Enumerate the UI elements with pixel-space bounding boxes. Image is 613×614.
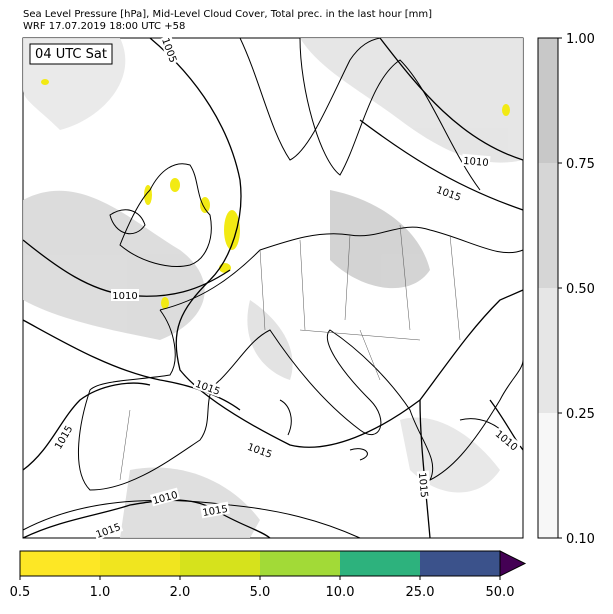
isobar-label-bg bbox=[159, 34, 181, 66]
colorbar-segment bbox=[538, 163, 558, 288]
colorbar-segment bbox=[420, 551, 500, 576]
colorbar-tick-label: 10.0 bbox=[326, 585, 355, 600]
colorbar-tick-label: 0.75 bbox=[566, 157, 595, 172]
colorbar-segment bbox=[260, 551, 340, 576]
colorbar-tick-label: 5.0 bbox=[250, 585, 271, 600]
colorbar-tick-label: 0.50 bbox=[566, 282, 595, 297]
isobar-label-bg bbox=[50, 421, 76, 453]
colorbar-tick-label: 0.10 bbox=[566, 532, 595, 547]
title: Sea Level Pressure [hPa], Mid-Level Clou… bbox=[23, 9, 432, 20]
colorbar-segment bbox=[538, 38, 558, 163]
colorbar-segment bbox=[20, 551, 100, 576]
precip-colorbar: 0.5 1.0 2.0 5.0 10.0 25.0 50.0 bbox=[10, 550, 527, 600]
colorbar-segment bbox=[538, 288, 558, 413]
isobar-label: 1015 bbox=[202, 504, 229, 519]
colorbar-segment bbox=[538, 413, 558, 538]
isobar-label-bg bbox=[416, 470, 432, 500]
isobar-label-bg bbox=[192, 376, 224, 398]
colorbar-tick-label: 1.0 bbox=[90, 585, 111, 600]
cloud-colorbar: 0.10 0.25 0.50 0.75 1.00 bbox=[537, 32, 595, 547]
isobar-label-bg bbox=[92, 519, 124, 541]
isobar-label-bg bbox=[200, 501, 230, 519]
isobar-label: 1010 bbox=[112, 291, 137, 302]
subtitle: WRF 17.07.2019 18:00 UTC +58 bbox=[23, 21, 185, 32]
colorbar-segment bbox=[340, 551, 420, 576]
isobar-label: 1015 bbox=[416, 472, 429, 498]
precipitation bbox=[41, 79, 510, 309]
isobar-label-bg bbox=[149, 487, 181, 507]
colorbar-tick-label: 0.25 bbox=[566, 407, 595, 422]
isobar-label-bg bbox=[461, 153, 491, 169]
colorbar-tick-label: 50.0 bbox=[486, 585, 515, 600]
colorbar-tick-label: 25.0 bbox=[406, 585, 435, 600]
colorbar-tick-label: 2.0 bbox=[170, 585, 191, 600]
colorbar-extend bbox=[499, 550, 527, 577]
colorbar-segment bbox=[100, 551, 180, 576]
colorbar-tick-label: 0.5 bbox=[10, 585, 31, 600]
isobar-label-bg bbox=[244, 439, 276, 461]
colorbar-tick-label: 1.00 bbox=[566, 32, 595, 47]
isobar-label: 1010 bbox=[463, 156, 489, 169]
isobar-label-bg bbox=[111, 289, 139, 301]
colorbar-segment bbox=[180, 551, 260, 576]
time-label: 04 UTC Sat bbox=[35, 47, 107, 62]
isobar-label-bg bbox=[433, 182, 465, 204]
isobar-label-bg bbox=[492, 426, 522, 454]
time-label-box bbox=[29, 43, 113, 65]
borders bbox=[119, 224, 461, 481]
